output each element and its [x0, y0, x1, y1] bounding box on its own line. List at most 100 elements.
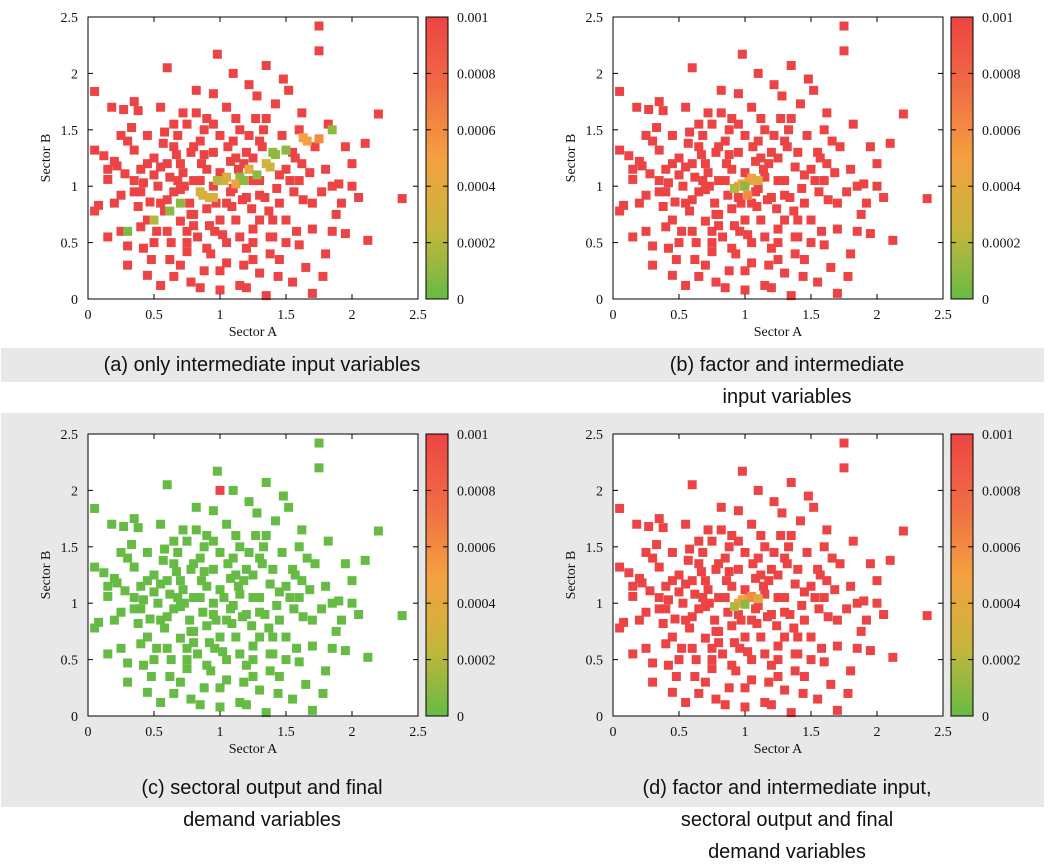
- data-point: [766, 192, 776, 202]
- data-point: [714, 142, 724, 152]
- data-point: [753, 68, 763, 78]
- y-tick-label: 2: [596, 67, 603, 82]
- data-point: [360, 138, 370, 148]
- data-point: [740, 215, 750, 225]
- data-point: [215, 285, 225, 295]
- data-point: [186, 209, 196, 219]
- data-point: [90, 145, 100, 155]
- data-point: [885, 138, 895, 148]
- data-point: [687, 226, 697, 236]
- data-point: [202, 204, 212, 214]
- data-point: [711, 147, 721, 157]
- data-point: [658, 202, 668, 212]
- caption-b: (b) factor and intermediate input variab…: [527, 349, 1047, 413]
- data-point: [107, 102, 117, 112]
- data-point-highlight: [123, 226, 133, 236]
- data-point: [195, 176, 205, 186]
- plot-frame-a: [87, 16, 419, 300]
- data-point: [780, 190, 790, 200]
- colorbar-tick-label: 0.0002: [982, 237, 1021, 252]
- data-point: [879, 192, 889, 202]
- data-point-highlight: [149, 215, 159, 225]
- data-point: [261, 114, 271, 124]
- colorbar-tick-label: 0.0004: [982, 180, 1021, 195]
- data-point: [133, 106, 143, 116]
- data-point: [733, 192, 743, 202]
- colorbar-b: [950, 16, 974, 300]
- data-point: [235, 172, 245, 182]
- data-point: [714, 176, 724, 186]
- data-point: [354, 192, 364, 202]
- data-point: [294, 240, 304, 250]
- data-point: [136, 222, 146, 232]
- data-point: [208, 192, 218, 202]
- data-point: [292, 226, 302, 236]
- data-point: [681, 198, 691, 208]
- y-tick-label: 2.5: [61, 11, 79, 26]
- data-point: [769, 130, 779, 140]
- data-point: [733, 89, 743, 99]
- data-point: [288, 277, 298, 287]
- data-point: [766, 147, 776, 157]
- data-point: [129, 187, 139, 197]
- data-point: [661, 187, 671, 197]
- data-point: [142, 215, 152, 225]
- data-point: [281, 215, 291, 225]
- data-point: [347, 159, 357, 169]
- data-point: [687, 195, 697, 205]
- data-point: [112, 161, 122, 171]
- colorbar-tick-label: 0.0006: [457, 124, 496, 139]
- data-point-highlight: [212, 176, 222, 186]
- data-point: [142, 270, 152, 280]
- data-point: [198, 190, 208, 200]
- data-point: [813, 147, 823, 157]
- data-point: [248, 255, 258, 265]
- data-point: [222, 102, 232, 112]
- data-point: [215, 215, 225, 225]
- data-point: [226, 156, 236, 166]
- data-point: [120, 169, 130, 179]
- y-tick-label: 0.5: [586, 237, 604, 252]
- data-point: [727, 243, 737, 253]
- y-tick-label: 1.5: [61, 124, 79, 139]
- data-point: [195, 283, 205, 293]
- data-point: [736, 198, 746, 208]
- data-point: [814, 187, 824, 197]
- data-point: [136, 164, 146, 174]
- data-point: [773, 238, 783, 248]
- data-point: [696, 150, 706, 160]
- data-point: [670, 197, 680, 207]
- data-point: [843, 271, 853, 281]
- data-point: [740, 168, 750, 178]
- data-point: [852, 226, 862, 236]
- data-point: [859, 179, 869, 189]
- panel-b: 0 0.5 1 1.5 2 2.5 0 0.5 1 1.5 2 2.5 Sector A Sector B…: [564, 11, 1021, 340]
- data-point: [261, 61, 271, 71]
- data-point: [298, 195, 308, 205]
- data-point: [239, 260, 249, 270]
- data-point: [231, 215, 241, 225]
- data-point: [743, 230, 753, 240]
- data-point: [678, 181, 688, 191]
- data-point: [764, 159, 774, 169]
- y-tick-label: 2: [71, 67, 78, 82]
- data-point: [624, 151, 634, 161]
- data-point: [832, 288, 842, 298]
- data-point: [634, 198, 644, 208]
- data-point-highlight: [239, 176, 249, 186]
- data-point: [720, 136, 730, 146]
- data-point: [762, 195, 772, 205]
- data-point: [691, 238, 701, 248]
- data-point: [674, 238, 684, 248]
- data-point: [674, 153, 684, 163]
- data-point: [760, 172, 770, 182]
- data-point: [171, 150, 181, 160]
- data-point: [241, 192, 251, 202]
- data-point: [832, 198, 842, 208]
- data-point: [204, 221, 214, 231]
- colorbar-tick-label: 0.0006: [982, 124, 1021, 139]
- data-point: [683, 138, 693, 148]
- data-point: [199, 266, 209, 276]
- colorbar-tick-label: 0: [457, 293, 464, 308]
- data-point: [634, 156, 644, 166]
